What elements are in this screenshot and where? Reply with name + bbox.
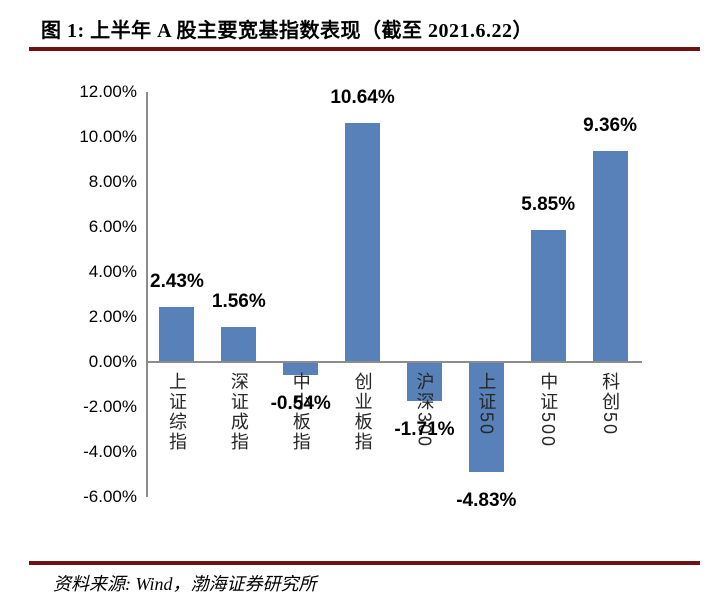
y-tick-label: 2.00% (88, 307, 137, 326)
bar (592, 151, 628, 362)
bar (159, 307, 195, 362)
y-axis-line (146, 92, 148, 497)
category-label: 科创50 (600, 372, 621, 437)
bar (530, 230, 566, 362)
y-tick-label: 8.00% (88, 172, 137, 191)
bar-value-label: -4.83% (456, 489, 517, 511)
title-divider (29, 47, 700, 51)
y-tick-label: 4.00% (88, 262, 137, 281)
y-tick-label: 10.00% (79, 127, 137, 146)
bar-value-label: 9.36% (583, 115, 637, 137)
category-label: 中小板指 (290, 372, 311, 452)
y-tick-label: 0.00% (88, 352, 137, 371)
bar-value-label: -0.54% (270, 393, 331, 415)
category-label: 中证500 (538, 372, 559, 449)
bar-value-label: 5.85% (521, 194, 576, 216)
y-tick-label: 12.00% (79, 82, 137, 101)
y-tick-label: -2.00% (83, 397, 137, 416)
bar (283, 363, 319, 376)
y-tick-label: -4.00% (83, 442, 137, 461)
source-divider (29, 561, 700, 565)
bar (406, 363, 442, 402)
source-note: 资料来源: Wind，渤海证券研究所 (53, 574, 317, 594)
bar-value-label: -1.71% (394, 419, 455, 441)
category-label: 沪深300 (414, 372, 435, 449)
category-label: 上证50 (476, 372, 497, 437)
zero-line (146, 361, 642, 363)
category-label: 创业板指 (352, 372, 373, 452)
bar (468, 363, 504, 472)
bar-value-label: 1.56% (211, 290, 266, 312)
bar-value-label: 2.43% (150, 271, 204, 293)
category-label: 深证成指 (228, 372, 249, 452)
bar-value-label: 10.64% (330, 86, 395, 108)
y-tick-label: -6.00% (83, 487, 137, 506)
bar (221, 326, 257, 362)
y-tick-label: 6.00% (88, 217, 137, 236)
figure-title: 图 1: 上半年 A 股主要宽基指数表现（截至 2021.6.22） (41, 20, 533, 42)
bar (345, 122, 381, 362)
category-label: 上证综指 (166, 372, 187, 452)
